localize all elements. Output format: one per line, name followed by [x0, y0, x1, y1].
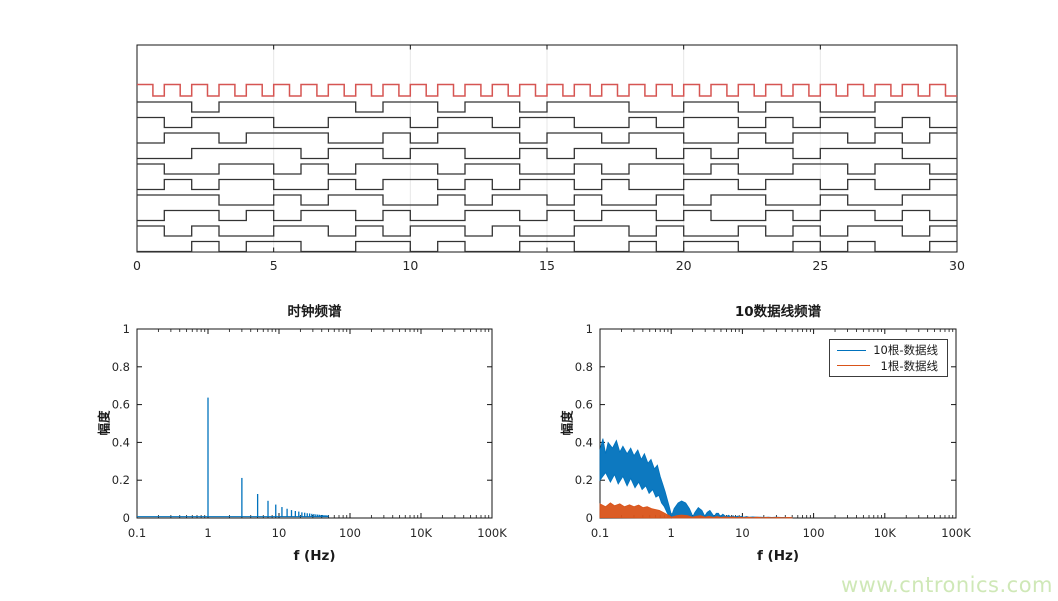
data-waveform	[137, 209, 957, 222]
clock-spectrum-x-tick-label: 10	[272, 526, 287, 540]
waveform-x-tick-label: 5	[270, 258, 278, 273]
clock-spectrum-xlabel: f (Hz)	[293, 548, 336, 564]
data-spectrum-x-tick-label: 0.1	[591, 526, 609, 540]
clock-spectrum-plot-box	[136, 328, 493, 519]
data-spectrum-y-tick-label: 0.2	[575, 473, 593, 487]
data-spectrum-x-tick-label: 10K	[874, 526, 897, 540]
data-waveform	[137, 101, 957, 113]
clock-spectrum-y-tick-label: 0.8	[112, 360, 130, 374]
waveform-x-tick-label: 15	[539, 258, 555, 273]
clock-spectrum-x-tick-label: 1	[204, 526, 211, 540]
data-waveform	[137, 163, 957, 175]
legend-entry: 1根-数据线	[837, 358, 938, 373]
waveform-x-tick-label: 25	[812, 258, 828, 273]
data-spectrum-y-tick-label: 0	[586, 511, 593, 525]
legend-line-sample	[837, 365, 870, 367]
clock-waveform	[137, 83, 957, 97]
spectrum-band	[599, 502, 672, 519]
data-waveform	[137, 116, 957, 129]
clock-spectrum-y-tick-label: 0.6	[112, 398, 130, 412]
data-spectrum-xlabel: f (Hz)	[756, 548, 800, 564]
clock-spectrum-ylabel: 幅度	[96, 410, 112, 436]
data-spectrum-y-tick-label: 0.4	[575, 435, 593, 449]
data-waveform	[137, 178, 957, 191]
data-waveform	[137, 240, 957, 253]
waveform-x-tick-label: 20	[676, 258, 692, 273]
data-spectrum-x-tick-label: 100	[803, 526, 825, 540]
spectrum-band	[599, 438, 672, 519]
watermark-text: www.cntronics.com	[840, 573, 1053, 597]
data-spectrum-x-tick-label: 100K	[941, 526, 971, 540]
data-spectrum-ylabel: 幅度	[559, 410, 575, 436]
legend-entry-label: 10根-数据线	[873, 343, 938, 358]
clock-spectrum-y-tick-label: 0.4	[112, 435, 130, 449]
data-waveform	[137, 147, 957, 160]
data-spectrum-y-tick-label: 0.8	[575, 360, 593, 374]
data-waveform	[137, 225, 957, 237]
clock-spectrum-title: 时钟频谱	[287, 304, 342, 320]
data-waveform	[137, 194, 957, 206]
legend-entry: 10根-数据线	[837, 343, 938, 358]
clock-spectrum-x-tick-label: 0.1	[128, 526, 146, 540]
clock-spectrum-y-tick-label: 0	[123, 511, 130, 525]
data-spectrum-title: 10数据线频谱	[734, 304, 822, 320]
waveform-x-tick-label: 30	[949, 258, 965, 273]
clock-spectrum-y-tick-label: 1	[123, 322, 130, 336]
clock-spectrum-y-tick-label: 0.2	[112, 473, 130, 487]
legend-line-sample	[837, 349, 867, 351]
clock-spectrum-x-tick-label: 10K	[410, 526, 433, 540]
waveform-x-tick-label: 10	[402, 258, 418, 273]
data-waveform	[137, 132, 957, 144]
data-spectrum-x-tick-label: 10	[735, 526, 750, 540]
data-spectrum-y-tick-label: 0.6	[575, 398, 593, 412]
clock-spectrum-x-tick-label: 100	[339, 526, 361, 540]
data-spectrum-x-tick-label: 1	[668, 526, 675, 540]
legend-entry-label: 1根-数据线	[880, 358, 938, 373]
clock-spectrum-x-tick-label: 100K	[477, 526, 507, 540]
waveform-x-tick-label: 0	[133, 258, 141, 273]
spectrum-band	[670, 514, 793, 519]
data-spectrum-y-tick-label: 1	[586, 322, 593, 336]
legend-box: 10根-数据线 1根-数据线	[829, 339, 948, 377]
